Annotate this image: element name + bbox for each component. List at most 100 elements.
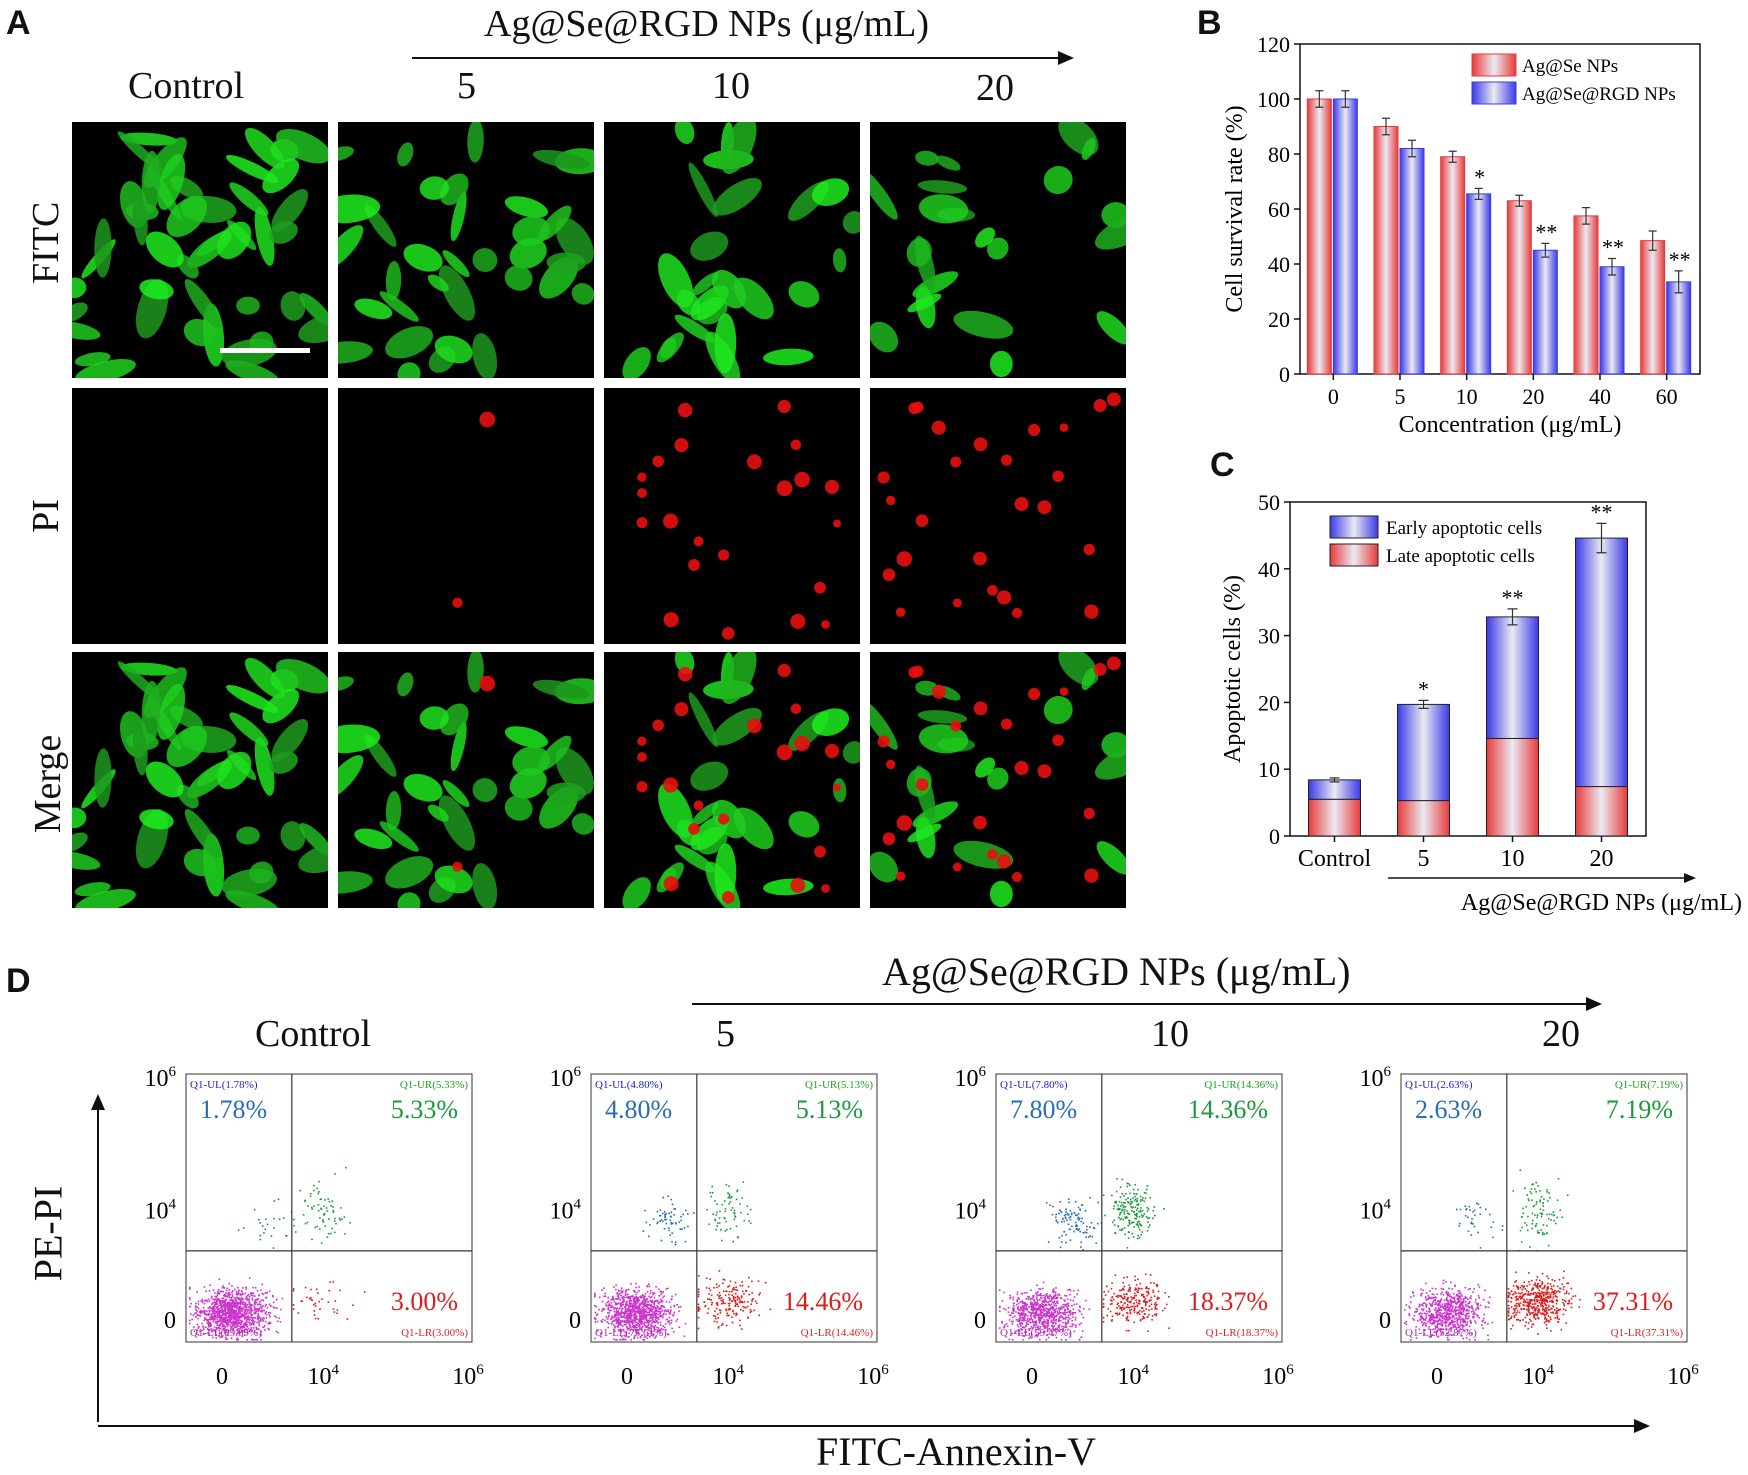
flow-pct-lr: 3.00% (391, 1287, 458, 1316)
chart-c-xtick-label: Control (1298, 846, 1372, 872)
micrograph-pi-20 (870, 388, 1126, 644)
flow-pct-lr: 37.31% (1593, 1287, 1673, 1316)
flow-xtick-label: 104 (1523, 1362, 1555, 1390)
panel-a-row-merge: Merge (26, 724, 70, 844)
scale-bar (220, 348, 310, 353)
chart-b-ytick-label: 40 (1268, 252, 1290, 277)
flow-gate-ul: Q1-UL(2.63%) (1405, 1079, 1473, 1091)
flow-plot-10: Q1-UL(7.80%)Q1-UR(14.36%)Q1-LR(18.37%)Q1… (930, 1062, 1300, 1413)
flow-pct-lr: 18.37% (1188, 1287, 1268, 1316)
flow-gate-ur: Q1-UR(7.19%) (1615, 1079, 1683, 1091)
micrograph-merge-5 (338, 652, 594, 908)
flow-gate-ur: Q1-UR(14.36%) (1204, 1079, 1278, 1091)
flow-gate-ll: Q1-LL(75.61%) (595, 1327, 667, 1339)
chart-c-xtick-label: 5 (1418, 846, 1430, 872)
chart-c-significance: * (1418, 676, 1429, 701)
flow-ytick-label: 106 (145, 1064, 177, 1092)
chart-b-significance: ** (1602, 235, 1624, 260)
flow-plot-title: 5 (716, 1012, 735, 1056)
flow-pct-ul: 2.63% (1415, 1095, 1482, 1124)
chart-b-ylabel: Cell survival rate (%) (1222, 105, 1248, 312)
flow-pct-ul: 4.80% (605, 1095, 672, 1124)
chart-b-bar (1641, 241, 1665, 374)
chart-b-bar (1507, 201, 1531, 374)
micrograph-pi-control (72, 388, 328, 644)
panel-d-y-label: PE-PI (25, 1184, 72, 1284)
chart-b-xtick-label: 5 (1395, 384, 1406, 409)
chart-c-legend-label: Early apoptotic cells (1386, 518, 1542, 539)
chart-b-ytick-label: 80 (1268, 142, 1290, 167)
panel-a-col-5: 5 (457, 64, 476, 108)
chart-b-bar (1333, 99, 1357, 374)
flow-gate-ul: Q1-UL(4.80%) (595, 1079, 663, 1091)
flow-xtick-label: 0 (621, 1364, 633, 1390)
panel-d-series-arrow (690, 992, 1610, 1016)
chart-c-legend-swatch (1330, 544, 1378, 566)
flow-gate-ul: Q1-UL(7.80%) (1000, 1079, 1068, 1091)
flow-xtick-label: 0 (1026, 1364, 1038, 1390)
flow-xtick-label: 0 (216, 1364, 228, 1390)
micrograph-merge-20 (870, 652, 1126, 908)
flow-ytick-label: 104 (145, 1197, 177, 1225)
micrograph-pi-5 (338, 388, 594, 644)
flow-ytick-label: 0 (164, 1308, 176, 1334)
flow-plot-title: Control (255, 1012, 371, 1056)
flow-gate-ul: Q1-UL(1.78%) (190, 1079, 258, 1091)
chart-c-series-arrowhead (1684, 873, 1696, 883)
flow-plot-20: Q1-UL(2.63%)Q1-UR(7.19%)Q1-LR(37.31%)Q1-… (1335, 1062, 1705, 1413)
flow-pct-ur: 5.13% (796, 1095, 863, 1124)
chart-b-xtick-label: 60 (1656, 384, 1678, 409)
panel-d-y-axis-arrow (86, 1092, 110, 1432)
micrograph-fitc-10 (604, 122, 860, 378)
flow-pct-ur: 14.36% (1188, 1095, 1268, 1124)
chart-c-ylabel: Apoptotic cells (%) (1220, 575, 1246, 763)
chart-c-legend-label: Late apoptotic cells (1386, 546, 1535, 567)
chart-c-bar-segment (1398, 801, 1450, 836)
flow-xtick-label: 106 (857, 1362, 889, 1390)
flow-ytick-label: 106 (955, 1064, 987, 1092)
flow-gate-ll: Q1-LL(89.89%) (190, 1327, 262, 1339)
flow-plot-control: Q1-UL(1.78%)Q1-UR(5.33%)Q1-LR(3.00%)Q1-L… (120, 1062, 490, 1413)
chart-c-significance: ** (1502, 585, 1524, 610)
chart-b-xtick-label: 40 (1589, 384, 1611, 409)
chart-b-bar (1600, 267, 1624, 374)
chart-c-bar-segment (1576, 538, 1628, 786)
micrograph-fitc-control (72, 122, 328, 378)
panel-a-series-title: Ag@Se@RGD NPs (μg/mL) (484, 2, 929, 46)
chart-c-ytick-label: 30 (1258, 624, 1280, 649)
flow-ytick-label: 0 (1379, 1308, 1391, 1334)
flow-gate-ur: Q1-UR(5.33%) (400, 1079, 468, 1091)
flow-ytick-label: 0 (974, 1308, 986, 1334)
flow-gate-ur: Q1-UR(5.13%) (805, 1079, 873, 1091)
flow-xtick-label: 106 (452, 1362, 484, 1390)
chart-c-bar-segment (1487, 617, 1539, 739)
micrograph-pi-10 (604, 388, 860, 644)
panel-a-col-20: 20 (976, 66, 1014, 110)
flow-gate-lr: Q1-LR(18.37%) (1206, 1327, 1279, 1339)
chart-c-bar-segment (1487, 738, 1539, 836)
micrograph-fitc-20 (870, 122, 1126, 378)
flow-pct-ur: 7.19% (1606, 1095, 1673, 1124)
flow-pct-ul: 7.80% (1010, 1095, 1077, 1124)
chart-b-ytick-label: 60 (1268, 197, 1290, 222)
chart-b-legend-label: Ag@Se@RGD NPs (1522, 84, 1676, 105)
flow-pct-lr: 14.46% (783, 1287, 863, 1316)
chart-c-xtick-label: 20 (1590, 846, 1614, 872)
chart-b-bar (1467, 194, 1491, 374)
flow-ytick-label: 104 (550, 1197, 582, 1225)
panel-a-row-fitc: FITC (24, 204, 68, 284)
flow-ytick-label: 104 (955, 1197, 987, 1225)
panel-a-row-pi: PI (24, 476, 68, 556)
chart-c-xtick-label: 10 (1501, 846, 1525, 872)
chart-b-bar (1374, 127, 1398, 375)
chart-b-legend-swatch (1472, 54, 1516, 76)
chart-c-bar-segment (1309, 780, 1361, 799)
chart-c-ytick-label: 50 (1258, 490, 1280, 515)
chart-c-bar-segment (1576, 787, 1628, 836)
panel-a-col-control: Control (128, 64, 244, 108)
chart-b-significance: ** (1669, 247, 1691, 272)
micrograph-merge-10 (604, 652, 860, 908)
chart-c-bar-segment (1398, 704, 1450, 800)
chart-c-ytick-label: 20 (1258, 690, 1280, 715)
